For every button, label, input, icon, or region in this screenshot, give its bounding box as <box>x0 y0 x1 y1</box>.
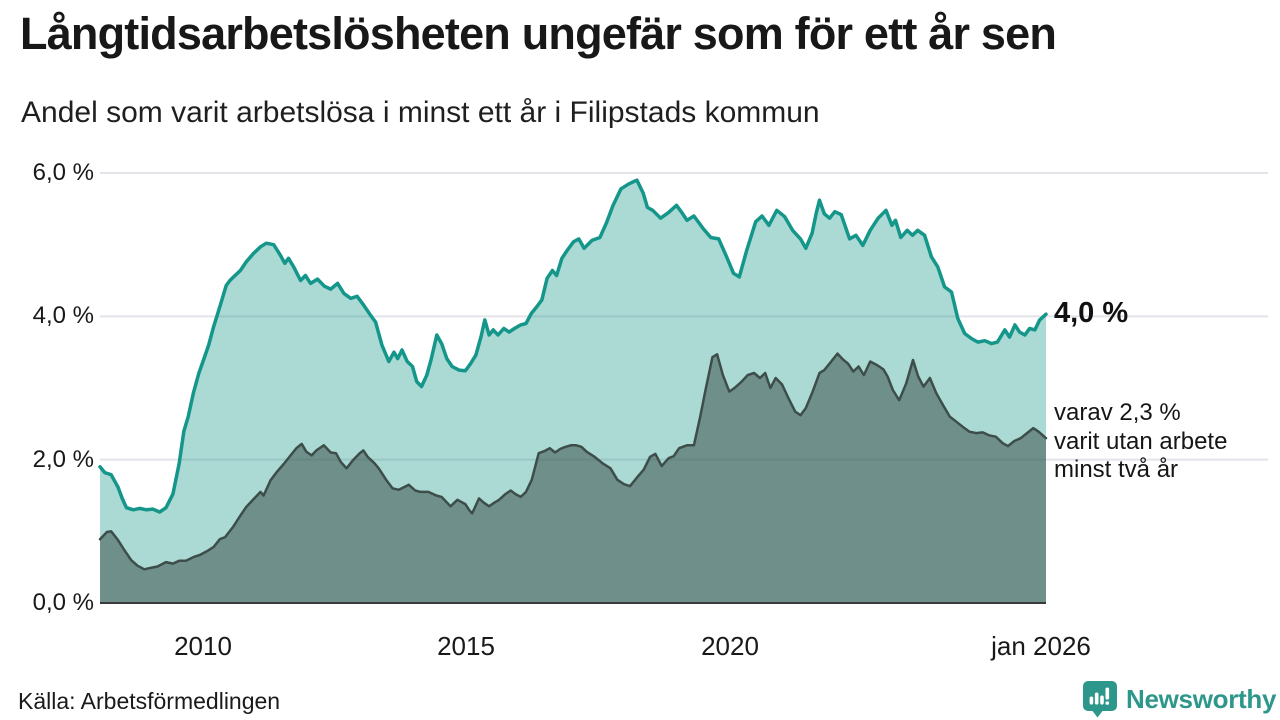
chart-subtitle: Andel som varit arbetslösa i minst ett å… <box>21 96 820 129</box>
source-credit: Källa: Arbetsförmedlingen <box>18 688 281 714</box>
x-axis-tick-label: 2010 <box>174 631 232 661</box>
series-area-minst-tva-ar <box>100 353 1046 603</box>
newsworthy-logo: Newsworthy <box>1082 680 1276 718</box>
series-line-minst-tva-ar <box>98 352 1048 571</box>
x-axis-tick-label: 2015 <box>437 631 495 661</box>
page-title: Långtidsarbetslösheten ungefär som för e… <box>20 8 1057 59</box>
y-axis-tick-label: 6,0 % <box>32 159 94 186</box>
x-axis-tick-label: 2020 <box>701 631 759 661</box>
series-annotation: varav 2,3 % varit utan arbete minst två … <box>1054 399 1227 485</box>
series-annotation-line: minst två år <box>1054 456 1179 483</box>
y-axis-tick-label: 0,0 % <box>32 589 94 616</box>
series-line-minst-ett-ar <box>98 178 1048 514</box>
series-annotation-line: varit utan arbete <box>1054 427 1228 455</box>
x-axis-tick-label: jan 2026 <box>991 631 1091 661</box>
bar-chart-speech-bubble-icon <box>1083 681 1117 718</box>
y-axis-tick-label: 2,0 % <box>32 446 94 473</box>
series-end-value-label: 4,0 % <box>1054 297 1129 329</box>
y-axis-tick-label: 4,0 % <box>32 302 94 329</box>
brand-wordmark: Newsworthy <box>1126 683 1277 714</box>
series-annotation-line: varav 2,3 % <box>1054 399 1181 426</box>
